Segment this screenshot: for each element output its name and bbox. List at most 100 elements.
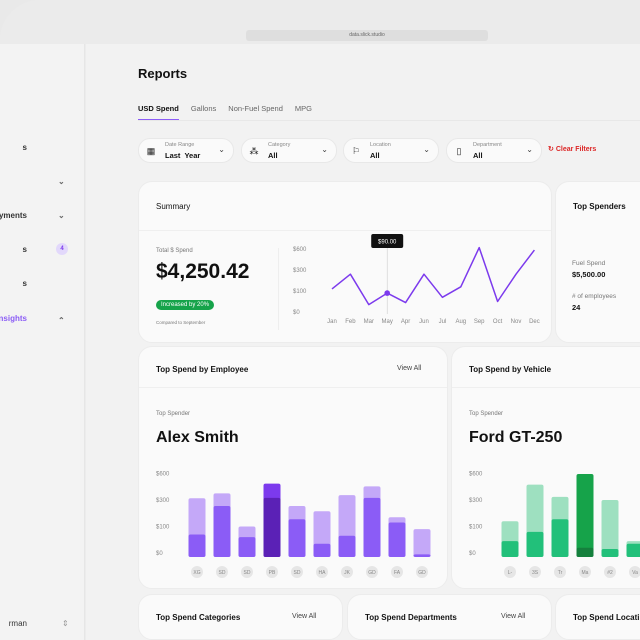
x-tick-label: SD <box>244 570 251 576</box>
top-spenders-card: Top Spenders Fuel Spend $5,500.00 # of e… <box>555 181 640 343</box>
x-tick-label: Mar <box>364 319 374 325</box>
top-spender-label: Top Spender <box>156 411 191 417</box>
sidebar-item-5[interactable]: s <box>0 279 85 293</box>
chevron-down-icon: ⌄ <box>218 145 225 154</box>
x-tick-label: Ma <box>582 570 589 576</box>
view-all-link[interactable]: View All <box>292 613 317 620</box>
bar-segment <box>363 497 381 557</box>
sidebar-item-payments[interactable]: yments ⌄ <box>0 211 85 225</box>
card-title: Top Spend Departments <box>365 613 457 622</box>
clear-filters-button[interactable]: ↻ Clear Filters <box>548 145 596 153</box>
x-tick-label: 3S <box>532 570 539 576</box>
main-content: Reports USD Spend Gallons Non-Fuel Spend… <box>86 44 640 640</box>
user-name: rman <box>8 619 27 628</box>
avatar <box>554 566 566 578</box>
tab-usd-spend[interactable]: USD Spend <box>138 104 179 121</box>
bar-segment <box>388 522 406 557</box>
fuel-spend-label: Fuel Spend <box>572 260 606 267</box>
x-tick-label: HA <box>319 570 327 576</box>
divider <box>278 248 279 330</box>
sidebar-item-label: s <box>22 143 27 152</box>
categories-card: Top Spend Categories View All <box>138 594 343 640</box>
card-title: Top Spend by Employee <box>156 365 249 374</box>
view-all-link[interactable]: View All <box>397 365 422 372</box>
x-tick-label: XG <box>193 570 200 576</box>
sidebar-item-label: s <box>22 279 27 288</box>
avatar <box>391 566 403 578</box>
employee-card: Top Spend by Employee View All Top Spend… <box>138 346 448 589</box>
avatar <box>316 566 328 578</box>
card-title: Top Spend Categories <box>156 613 241 622</box>
tab-non-fuel-spend[interactable]: Non-Fuel Spend <box>228 104 283 113</box>
filter-value: All <box>370 151 380 160</box>
chevron-down-icon: ⌄ <box>423 145 430 154</box>
flag-icon: ⚐ <box>351 146 361 156</box>
department-icon: ▯ <box>456 146 462 156</box>
divider <box>138 120 640 121</box>
department-filter[interactable]: ▯ Department All ⌄ <box>446 138 542 163</box>
sidebar-item-insights[interactable]: nsights ⌃ <box>0 314 85 328</box>
summary-card: Summary Total $ Spend $4,250.42 Increase… <box>138 181 552 343</box>
x-tick-label: L- <box>508 570 513 576</box>
chevron-down-icon: ⌄ <box>526 145 533 154</box>
url-bar[interactable]: data.slick.studio <box>246 30 488 41</box>
sidebar-item-label: nsights <box>0 314 27 323</box>
series-line <box>331 246 535 306</box>
employees-label: # of employees <box>572 293 617 300</box>
tab-mpg[interactable]: MPG <box>294 104 312 113</box>
card-title: Summary <box>156 202 191 211</box>
sidebar-item-2[interactable]: ⌄ <box>0 177 85 191</box>
category-filter[interactable]: ⁂ Category All ⌄ <box>241 138 337 163</box>
locations-card: Top Spend Locati <box>555 594 640 640</box>
date-range-filter[interactable]: ▦ Date Range Last Year ⌄ <box>138 138 234 163</box>
card-title: Top Spend by Vehicle <box>469 365 552 374</box>
divider <box>452 387 640 388</box>
y-tick-label: $100 <box>156 525 170 531</box>
x-tick-label: Dec <box>529 319 540 325</box>
bar-segment <box>626 543 640 557</box>
y-tick-label: $600 <box>293 247 307 253</box>
sidebar-item-label: yments <box>0 211 27 220</box>
avatar <box>504 566 516 578</box>
filter-value: All <box>268 151 278 160</box>
tab-gallons[interactable]: Gallons <box>190 104 217 113</box>
y-tick-label: $0 <box>293 310 300 316</box>
y-tick-label: $300 <box>469 498 483 504</box>
avatar <box>579 566 591 578</box>
bar-segment <box>288 519 306 557</box>
avatar <box>191 566 203 578</box>
top-spender-name: Ford GT-250 <box>469 429 563 446</box>
vehicle-card: Top Spend by Vehicle Top Spender Ford GT… <box>451 346 640 589</box>
filter-label: Category <box>268 142 291 148</box>
y-tick-label: $0 <box>156 551 163 557</box>
refresh-icon: ↻ <box>548 146 556 153</box>
location-filter[interactable]: ⚐ Location All ⌄ <box>343 138 439 163</box>
x-tick-label: #2 <box>607 570 613 576</box>
avatar <box>291 566 303 578</box>
y-tick-label: $600 <box>469 472 483 478</box>
x-tick-label: GD <box>368 570 376 576</box>
view-all-link[interactable]: View All <box>501 613 526 620</box>
updown-icon: ⇕ <box>62 619 69 628</box>
x-tick-label: SD <box>294 570 301 576</box>
y-tick-label: $100 <box>469 525 483 531</box>
card-title: Top Spenders <box>573 202 626 211</box>
filter-value: Last Year <box>165 151 201 160</box>
avatar <box>266 566 278 578</box>
x-tick-label: JK <box>344 570 351 576</box>
filter-label: Date Range <box>165 142 195 148</box>
x-tick-label: Jun <box>419 319 429 325</box>
x-tick-label: SD <box>219 570 226 576</box>
x-tick-label: Jul <box>439 319 447 325</box>
y-tick-label: $300 <box>156 498 170 504</box>
user-menu[interactable]: rman ⇕ <box>0 619 85 633</box>
x-tick-label: PB <box>269 570 276 576</box>
clear-filters-label: Clear Filters <box>555 146 597 153</box>
bar-segment <box>526 531 544 557</box>
x-tick-label: Aug <box>455 319 466 325</box>
sidebar-item-1[interactable]: s <box>0 143 85 157</box>
x-tick-label: Apr <box>401 319 410 325</box>
y-tick-label: $0 <box>469 551 476 557</box>
vehicle-bar-chart: $600 $300 $100 $0 L- 3S Tr Ma #2 Va <box>469 472 640 578</box>
